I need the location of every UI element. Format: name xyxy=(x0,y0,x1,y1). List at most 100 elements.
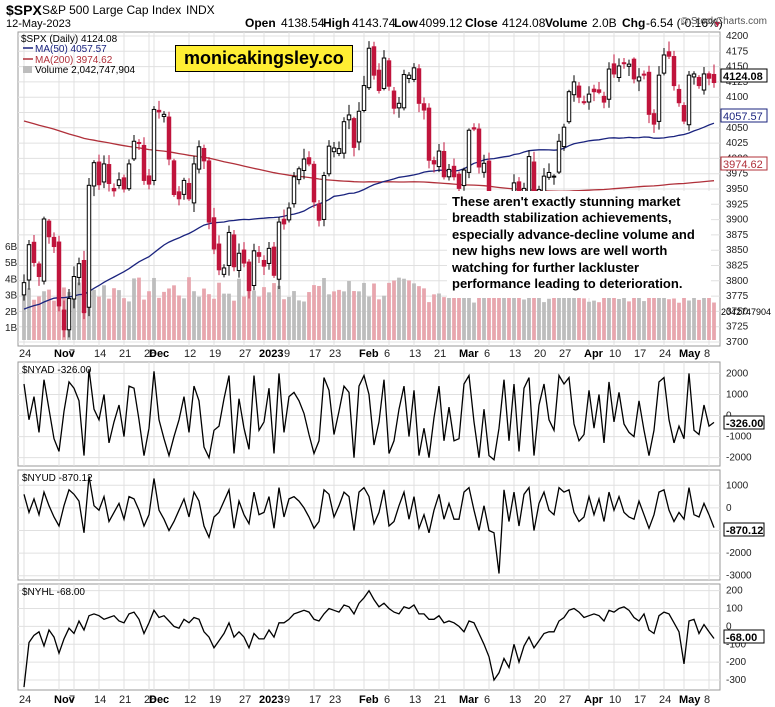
volume-bar xyxy=(202,288,206,340)
x-tick-label: 8 xyxy=(704,694,710,706)
candle-body xyxy=(191,163,197,204)
volume-bar xyxy=(187,277,191,340)
candle-body xyxy=(236,252,242,271)
volume-tag: 2042747904 xyxy=(721,307,771,317)
volume-bar xyxy=(87,300,91,340)
candle-body xyxy=(331,147,337,153)
x-tick-label: 21 xyxy=(434,348,446,360)
price-tick-label: 4200 xyxy=(726,31,749,42)
candle-body xyxy=(156,109,162,113)
price-tick-label: 3875 xyxy=(726,230,749,241)
candle-body xyxy=(571,81,577,96)
x-tick-label: Apr xyxy=(584,348,604,360)
volume-bar xyxy=(287,296,291,340)
x-tick-label: 20 xyxy=(534,694,546,706)
nyud-panel-frame xyxy=(17,469,721,581)
volume-bar xyxy=(47,289,51,340)
candle-body xyxy=(686,74,692,126)
volume-bar xyxy=(327,294,331,340)
x-tick-label: 13 xyxy=(409,348,421,360)
candle-body xyxy=(656,74,662,122)
volume-bar xyxy=(532,279,536,340)
volume-bar xyxy=(627,301,631,340)
candle-body xyxy=(616,65,622,79)
volume-tick-label: 3B xyxy=(5,291,18,302)
candle-body xyxy=(181,179,187,195)
volume-bar xyxy=(512,287,516,340)
nyhl-tick-label: -300 xyxy=(726,675,746,686)
candle-body xyxy=(626,63,632,67)
candle-body xyxy=(431,160,437,165)
volume-bar xyxy=(132,278,136,340)
candle-body xyxy=(661,54,667,74)
header-exchange: INDX xyxy=(186,3,215,17)
open-value: 4138.54 xyxy=(281,16,325,30)
high-label: High xyxy=(323,16,350,30)
x-tick-label: 19 xyxy=(209,694,221,706)
nyad-line xyxy=(23,369,715,462)
volume-bar xyxy=(127,301,131,340)
candle-body xyxy=(31,241,37,263)
candle-body xyxy=(316,203,322,221)
axis-labels: 3700 3725 3750 3775 3800 3825 3850 3875 3900 3925… xyxy=(5,31,752,706)
candle-body xyxy=(36,263,42,278)
candle-body xyxy=(391,90,397,109)
volume-bar xyxy=(682,286,686,340)
volume-bar xyxy=(182,298,186,340)
nyud-tick-label: 0 xyxy=(726,503,732,514)
candle-body xyxy=(101,163,107,183)
volume-value: 2.0B xyxy=(592,16,617,30)
candle-body xyxy=(46,220,52,238)
volume-bar xyxy=(557,284,561,340)
volume-bar xyxy=(27,288,31,340)
price-tick-label: 3800 xyxy=(726,276,749,287)
nyhl-line xyxy=(23,589,715,688)
volume-bar xyxy=(702,290,706,340)
x-tick-label: Mar xyxy=(459,694,479,706)
candle-body xyxy=(586,93,592,103)
nyad-tick-label: -1000 xyxy=(726,432,752,443)
price-tick-label: 3750 xyxy=(726,306,749,317)
volume-bar xyxy=(382,295,386,340)
volume-bar xyxy=(502,290,506,340)
candle-body xyxy=(421,103,427,111)
candle-body xyxy=(636,76,642,82)
x-tick-label: 28 xyxy=(144,694,156,706)
volume-bar xyxy=(232,300,236,340)
nyud-line xyxy=(23,476,715,574)
volume-bar xyxy=(292,291,296,340)
volume-bar xyxy=(642,301,646,340)
candle-body xyxy=(351,118,357,148)
price-tick-label: 3775 xyxy=(726,291,749,302)
price-tick-label: 3825 xyxy=(726,261,749,272)
ma50-price-tag: 4057.57 xyxy=(723,111,763,123)
x-tick-label: 21 xyxy=(119,348,131,360)
volume-bar xyxy=(447,292,451,340)
nyhl-panel-title: $NYHL -68.00 xyxy=(22,587,85,598)
volume-tick-label: 1B xyxy=(5,323,18,334)
volume-bar xyxy=(482,287,486,340)
candle-body xyxy=(21,282,27,296)
candle-body xyxy=(41,218,47,282)
candle-body xyxy=(96,161,102,186)
volume-bar xyxy=(207,294,211,340)
chg-label: Chg xyxy=(622,16,645,30)
nyhl-tick-label: 200 xyxy=(726,586,743,597)
volume-bar xyxy=(492,276,496,340)
candle-body xyxy=(551,175,557,178)
x-tick-label: May xyxy=(679,694,701,706)
header-name: S&P 500 Large Cap Index xyxy=(42,3,181,17)
candle-body xyxy=(591,88,597,93)
volume-bar xyxy=(457,283,461,340)
volume-bar xyxy=(347,281,351,340)
price-tick-label: 3975 xyxy=(726,169,749,180)
candle-body xyxy=(646,71,652,115)
volume-bar xyxy=(77,282,81,340)
volume-bar xyxy=(427,302,431,340)
ma200-price-tag: 3974.62 xyxy=(723,159,763,171)
candle-body xyxy=(266,247,272,264)
candle-body xyxy=(106,164,112,184)
chg-down-icon: ▼ xyxy=(713,19,722,29)
x-tick-label: 21 xyxy=(119,694,131,706)
